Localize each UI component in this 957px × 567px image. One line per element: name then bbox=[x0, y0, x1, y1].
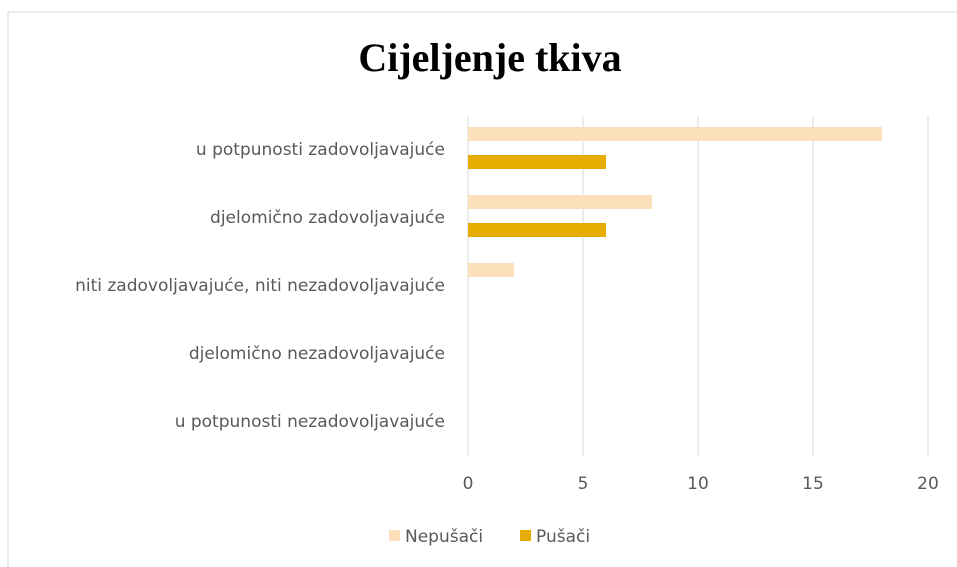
bar bbox=[468, 263, 514, 277]
legend-label: Pušači bbox=[536, 527, 590, 547]
x-tick-label: 15 bbox=[802, 474, 824, 494]
y-tick-label: djelomično zadovoljavajuće bbox=[210, 208, 445, 228]
y-tick-label: niti zadovoljavajuće, niti nezadovoljava… bbox=[75, 276, 445, 296]
x-tick-label: 10 bbox=[687, 474, 709, 494]
y-tick-label: u potpunosti zadovoljavajuće bbox=[196, 140, 445, 160]
x-tick-label: 5 bbox=[578, 474, 589, 494]
bar bbox=[468, 223, 606, 237]
bar bbox=[468, 155, 606, 169]
chart-title: Cijeljenje tkiva bbox=[358, 35, 621, 80]
x-tick-label: 20 bbox=[917, 474, 939, 494]
y-tick-label: u potpunosti nezadovoljavajuće bbox=[175, 412, 445, 432]
bar bbox=[468, 195, 652, 209]
legend-swatch bbox=[520, 530, 531, 541]
x-tick-label: 0 bbox=[463, 474, 474, 494]
y-tick-label: djelomično nezadovoljavajuće bbox=[189, 344, 445, 364]
bar bbox=[468, 127, 882, 141]
legend-swatch bbox=[389, 530, 400, 541]
chart-frame bbox=[7, 11, 957, 567]
legend-label: Nepušači bbox=[405, 527, 483, 547]
